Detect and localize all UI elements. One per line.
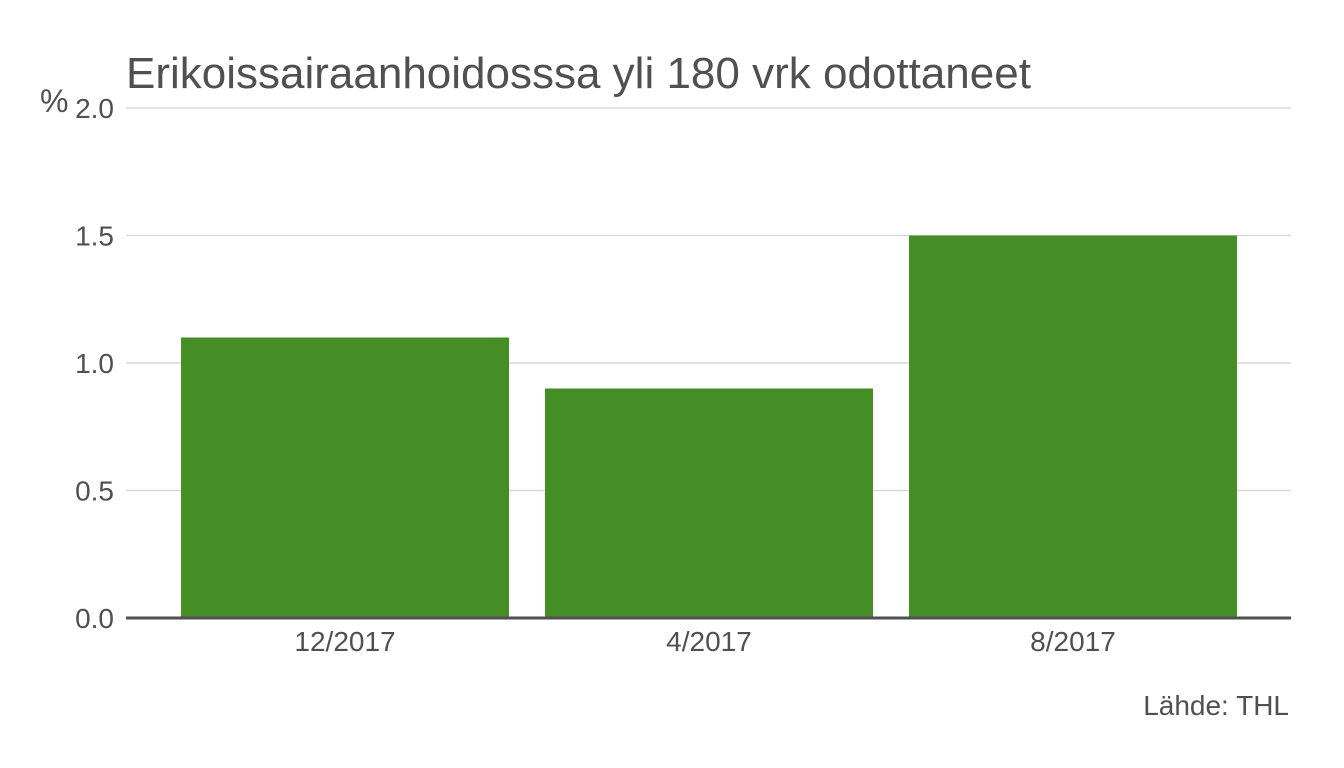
y-tick-label: 2.0 (75, 93, 114, 124)
x-tick-label: 12/2017 (294, 626, 395, 657)
x-axis-ticks: 12/2017 4/2017 8/2017 (294, 626, 1115, 657)
x-tick-label: 4/2017 (666, 626, 752, 657)
y-axis-unit-label: % (40, 83, 68, 119)
y-axis-ticks: 0.0 0.5 1.0 1.5 2.0 (75, 93, 114, 634)
y-tick-label: 0.5 (75, 476, 114, 507)
y-tick-label: 1.5 (75, 221, 114, 252)
x-tick-label: 8/2017 (1030, 626, 1116, 657)
bar-12-2017 (181, 337, 509, 618)
bar-8-2017 (909, 235, 1237, 618)
y-tick-label: 1.0 (75, 348, 114, 379)
source-label: Lähde: THL (1143, 690, 1289, 721)
bars (181, 235, 1237, 618)
bar-4-2017 (545, 388, 873, 618)
chart-title: Erikoissairaanhoidosssa yli 180 vrk odot… (126, 49, 1031, 98)
y-tick-label: 0.0 (75, 603, 114, 634)
